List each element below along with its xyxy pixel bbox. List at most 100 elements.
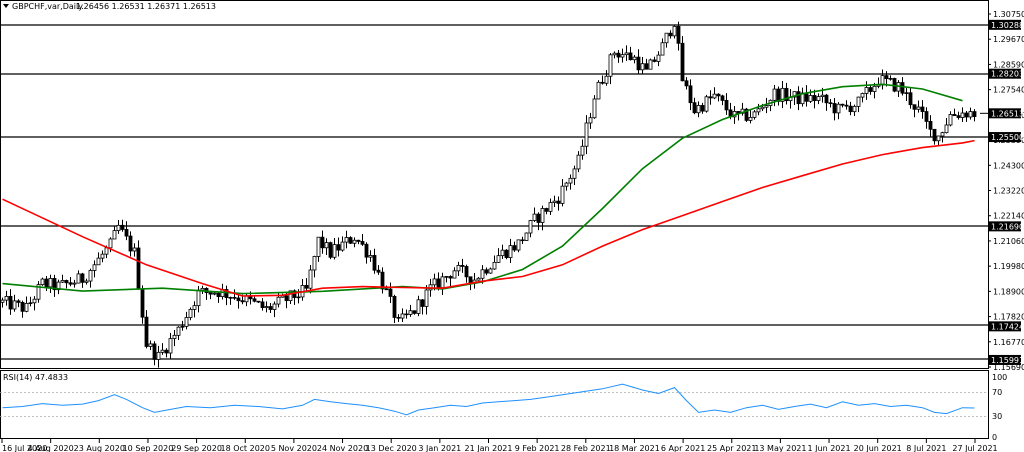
- candle[interactable]: [904, 87, 909, 101]
- candle[interactable]: [620, 48, 625, 63]
- candle[interactable]: [836, 102, 841, 120]
- candle[interactable]: [388, 282, 393, 303]
- candle[interactable]: [544, 207, 549, 215]
- candle[interactable]: [328, 241, 333, 260]
- candle[interactable]: [928, 115, 933, 137]
- candle[interactable]: [924, 107, 929, 129]
- candle[interactable]: [128, 231, 133, 257]
- candle[interactable]: [132, 243, 137, 257]
- candle[interactable]: [144, 310, 149, 349]
- candle[interactable]: [392, 294, 397, 323]
- candle[interactable]: [256, 300, 261, 303]
- candle[interactable]: [36, 281, 41, 303]
- candle[interactable]: [408, 304, 413, 317]
- candle[interactable]: [212, 292, 217, 296]
- candle[interactable]: [552, 195, 557, 207]
- candle[interactable]: [908, 87, 913, 109]
- candle[interactable]: [600, 75, 605, 85]
- candle[interactable]: [948, 111, 953, 127]
- candle[interactable]: [96, 252, 101, 266]
- candle[interactable]: [560, 179, 565, 207]
- candle[interactable]: [528, 219, 533, 238]
- candle[interactable]: [720, 94, 725, 106]
- candle[interactable]: [28, 296, 33, 307]
- candle[interactable]: [8, 289, 13, 315]
- candle[interactable]: [844, 100, 849, 110]
- candle[interactable]: [312, 255, 317, 278]
- candle[interactable]: [888, 75, 893, 81]
- candle[interactable]: [404, 309, 409, 319]
- candle[interactable]: [40, 277, 45, 286]
- candle[interactable]: [316, 236, 321, 262]
- candle[interactable]: [592, 95, 597, 119]
- candle[interactable]: [156, 345, 161, 368]
- candle[interactable]: [460, 258, 465, 273]
- candle[interactable]: [828, 98, 833, 108]
- candle[interactable]: [688, 79, 693, 111]
- candle[interactable]: [160, 343, 165, 355]
- candle[interactable]: [496, 248, 501, 263]
- candle[interactable]: [764, 97, 769, 114]
- candle[interactable]: [676, 21, 681, 51]
- candle[interactable]: [668, 30, 673, 39]
- candle[interactable]: [84, 278, 89, 285]
- candle[interactable]: [60, 274, 65, 284]
- candle[interactable]: [464, 264, 469, 283]
- candle[interactable]: [556, 196, 561, 211]
- candle[interactable]: [208, 292, 213, 300]
- candle[interactable]: [912, 104, 917, 118]
- candle[interactable]: [372, 248, 377, 274]
- candle[interactable]: [708, 90, 713, 105]
- candle[interactable]: [124, 221, 129, 241]
- candle[interactable]: [916, 100, 921, 113]
- candle[interactable]: [608, 53, 613, 85]
- candle[interactable]: [964, 110, 969, 122]
- candle[interactable]: [952, 108, 957, 117]
- candle[interactable]: [596, 80, 601, 100]
- candle[interactable]: [224, 285, 229, 306]
- candle[interactable]: [356, 239, 361, 245]
- candle[interactable]: [516, 239, 521, 253]
- candle[interactable]: [752, 110, 757, 120]
- candle[interactable]: [712, 87, 717, 100]
- candle[interactable]: [632, 55, 637, 64]
- candle[interactable]: [412, 310, 417, 315]
- candle[interactable]: [960, 107, 965, 122]
- candle[interactable]: [120, 219, 125, 232]
- candle[interactable]: [180, 320, 185, 331]
- candle[interactable]: [92, 260, 97, 278]
- candle[interactable]: [176, 326, 181, 341]
- candle[interactable]: [816, 93, 821, 105]
- candle[interactable]: [136, 240, 141, 290]
- candle[interactable]: [932, 128, 937, 145]
- candle[interactable]: [704, 94, 709, 113]
- candle[interactable]: [564, 181, 569, 191]
- candle[interactable]: [588, 112, 593, 129]
- candle[interactable]: [540, 205, 545, 231]
- candle[interactable]: [344, 230, 349, 249]
- candle[interactable]: [456, 261, 461, 277]
- candle[interactable]: [616, 49, 621, 63]
- candle[interactable]: [548, 198, 553, 216]
- candle[interactable]: [700, 102, 705, 114]
- candle[interactable]: [332, 238, 337, 260]
- candle[interactable]: [48, 274, 53, 294]
- candle[interactable]: [72, 279, 77, 288]
- candle[interactable]: [52, 274, 57, 297]
- candle[interactable]: [172, 329, 177, 347]
- candle[interactable]: [748, 110, 753, 124]
- candle[interactable]: [380, 267, 385, 294]
- candle[interactable]: [64, 279, 69, 289]
- candle[interactable]: [360, 234, 365, 246]
- rsi-line[interactable]: [2, 383, 975, 416]
- candle[interactable]: [604, 70, 609, 86]
- chart-menu-icon[interactable]: [3, 4, 9, 8]
- candle[interactable]: [612, 51, 617, 59]
- candle[interactable]: [684, 77, 689, 90]
- candle[interactable]: [696, 101, 701, 118]
- candle[interactable]: [576, 151, 581, 173]
- candle[interactable]: [812, 89, 817, 109]
- candle[interactable]: [168, 332, 173, 359]
- candle[interactable]: [692, 97, 697, 115]
- moving-average-green-line[interactable]: [2, 83, 963, 295]
